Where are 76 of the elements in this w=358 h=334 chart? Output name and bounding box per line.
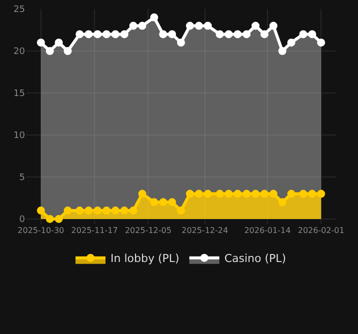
point [120,206,128,215]
point [287,38,296,47]
point [138,22,146,30]
y-tick-label: 15 [14,89,25,100]
point [102,30,110,38]
point [308,190,316,198]
x-tick-label: 2025-11-17 [71,226,118,235]
point [84,206,93,215]
legend-label: Casino (PL) [224,252,286,266]
x-tick-label: 2025-12-05 [124,226,172,235]
point [76,206,84,215]
point [204,22,212,30]
point [260,30,268,38]
point [252,22,260,30]
point [278,198,286,206]
point [317,38,326,47]
point [64,46,72,55]
point [76,30,84,38]
point [234,30,242,38]
point [111,30,120,38]
point [194,22,203,30]
point [186,22,194,30]
point [54,38,63,47]
point [54,214,63,223]
point [111,206,120,215]
point [242,30,251,38]
point [36,38,45,47]
y-tick-label: 5 [19,173,25,184]
point [94,30,102,38]
point [46,46,54,55]
point [269,190,278,198]
point [120,30,128,38]
point [186,190,194,198]
point [36,206,45,215]
point [46,214,54,223]
x-tick-label: 2026-01-14 [244,226,291,235]
point [150,13,158,22]
point [234,190,242,198]
point [168,30,176,38]
legend-label: In lobby (PL) [110,252,180,266]
point [299,30,308,38]
point [194,190,203,198]
point [317,190,326,198]
point [224,30,233,38]
point [84,30,93,38]
point [129,22,138,30]
point [216,190,224,198]
point [102,206,110,215]
x-tick-label: 2025-12-24 [182,226,228,235]
point [159,30,168,38]
point [242,190,251,198]
point [177,38,185,47]
point [308,30,316,38]
y-tick-label: 25 [14,5,25,16]
point [224,190,233,198]
x-tick-label: 2025-10-30 [18,226,64,235]
point [129,206,138,215]
point [177,206,185,215]
point [94,206,102,215]
point [269,22,278,30]
point [252,190,260,198]
y-tick-label: 0 [19,215,26,226]
point [150,198,158,206]
point [299,190,308,198]
point [278,46,286,55]
point [260,190,268,198]
point [168,198,176,206]
point [204,190,212,198]
x-tick-label: 2026-02-01 [298,226,344,235]
point [216,30,224,38]
point [287,190,296,198]
point [138,190,146,198]
y-tick-label: 10 [14,131,26,142]
point [159,198,168,206]
point [64,206,72,215]
y-tick-label: 20 [14,47,26,58]
